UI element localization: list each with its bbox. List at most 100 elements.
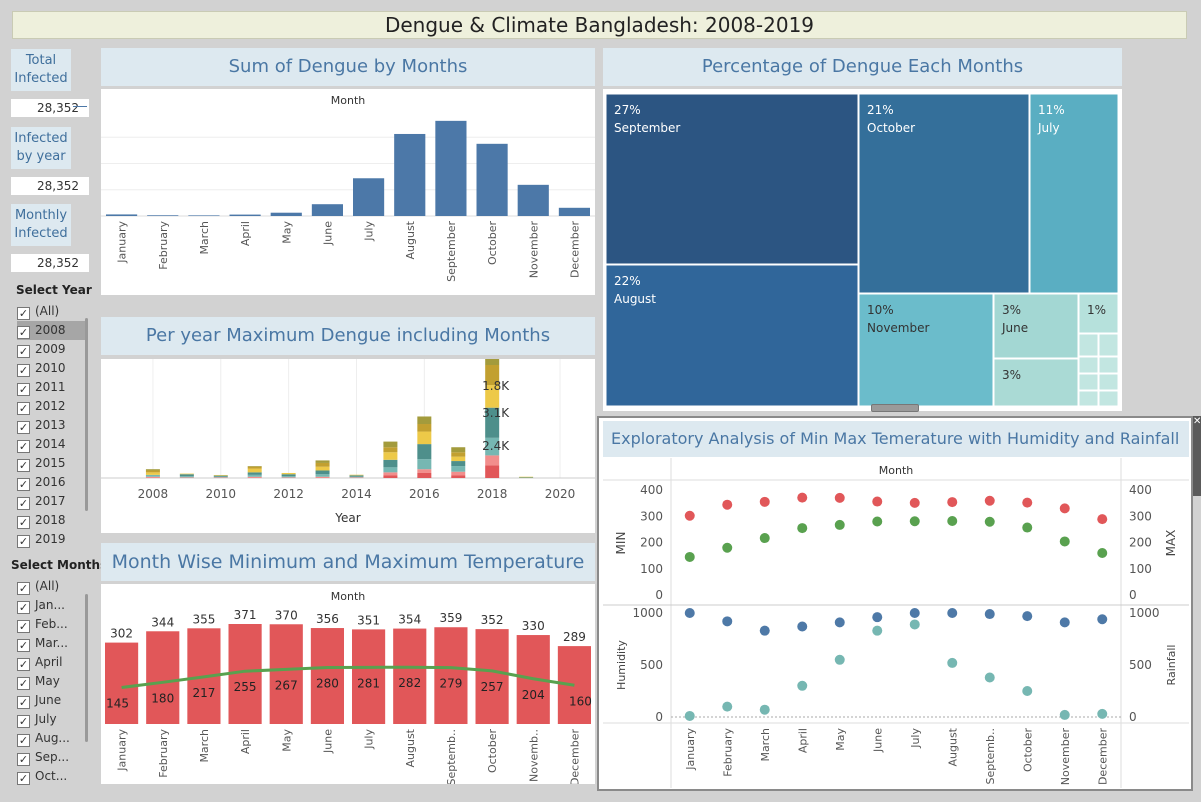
per-year-title: Per year Maximum Dengue including Months (101, 317, 595, 355)
month-header: Month (331, 94, 366, 107)
treemap-cell (605, 93, 859, 265)
checkbox-icon[interactable]: ✓ (17, 658, 30, 671)
exploratory-panel: Exploratory Analysis of Min Max Temeratu… (597, 416, 1193, 791)
month-option-label: April (35, 655, 63, 669)
year-tick-label: 2010 (206, 487, 237, 501)
point-rainfall (797, 680, 808, 691)
bar-november (517, 184, 549, 216)
checkbox-icon[interactable]: ✓ (17, 677, 30, 690)
checkbox-icon[interactable]: ✓ (17, 582, 30, 595)
checkbox-icon[interactable]: ✓ (17, 497, 30, 510)
resize-handle[interactable] (871, 404, 919, 412)
checkbox-icon[interactable]: ✓ (17, 383, 30, 396)
checkbox-icon[interactable]: ✓ (17, 402, 30, 415)
year-option-11[interactable]: ✓ 2018 (17, 511, 85, 530)
year-option-2[interactable]: ✓ 2009 (17, 340, 85, 359)
year-option-5[interactable]: ✓ 2012 (17, 397, 85, 416)
stack-seg-2009 (179, 473, 194, 475)
month-option-9[interactable]: ✓ Sep... (17, 748, 85, 767)
month-option-1[interactable]: ✓ Jan... (17, 596, 85, 615)
month-tick-label: August (946, 727, 959, 766)
stack-seg-2013 (315, 470, 330, 475)
min-temp-label: 160 (569, 694, 592, 708)
checkbox-icon[interactable]: ✓ (17, 601, 30, 614)
checkbox-icon[interactable]: ✓ (17, 696, 30, 709)
checkbox-icon[interactable]: ✓ (17, 753, 30, 766)
max-temp-label: 359 (439, 611, 462, 625)
checkbox-icon[interactable]: ✓ (17, 535, 30, 548)
checkbox-icon[interactable]: ✓ (17, 639, 30, 652)
year-option-8[interactable]: ✓ 2015 (17, 454, 85, 473)
checkbox-icon[interactable]: ✓ (17, 440, 30, 453)
min-temp-line (121, 665, 575, 689)
bar-august (394, 133, 426, 216)
treemap-cell (1078, 293, 1119, 334)
tick-right: 100 (1129, 562, 1152, 576)
checkbox-icon[interactable]: ✓ (17, 516, 30, 529)
point-humidity (947, 608, 958, 618)
year-option-label: 2009 (35, 342, 66, 356)
close-icon[interactable]: ✕ (1193, 416, 1201, 427)
checkbox-icon[interactable]: ✓ (17, 421, 30, 434)
year-option-1[interactable]: ✓ 2008 (17, 321, 85, 340)
month-option-7[interactable]: ✓ July (17, 710, 85, 729)
month-tick-label: May (834, 728, 847, 751)
stack-seg-2018 (485, 465, 500, 478)
stack-seg-2010 (213, 477, 228, 478)
month-tick-label: April (239, 729, 252, 754)
checkbox-icon[interactable]: ✓ (17, 734, 30, 747)
month-tick-label: November (1059, 728, 1072, 786)
month-option-6[interactable]: ✓ June (17, 691, 85, 710)
treemap-small-cell (1078, 356, 1099, 374)
year-option-label: 2019 (35, 532, 66, 546)
month-option-2[interactable]: ✓ Feb... (17, 615, 85, 634)
stack-seg-2011 (247, 472, 262, 475)
month-option-4[interactable]: ✓ April (17, 653, 85, 672)
checkbox-icon[interactable]: ✓ (17, 715, 30, 728)
month-option-3[interactable]: ✓ Mar... (17, 634, 85, 653)
tick-right: 0 (1129, 588, 1137, 602)
tick-left: 1000 (632, 606, 663, 620)
checkbox-icon[interactable]: ✓ (17, 459, 30, 472)
stack-seg-2012 (281, 472, 296, 475)
checkbox-icon[interactable]: ✓ (17, 345, 30, 358)
year-option-3[interactable]: ✓ 2010 (17, 359, 85, 378)
treemap-cell (993, 293, 1079, 359)
month-option-0[interactable]: ✓ (All) (17, 577, 85, 596)
point-min (684, 551, 695, 562)
year-option-7[interactable]: ✓ 2014 (17, 435, 85, 454)
year-option-12[interactable]: ✓ 2019 (17, 530, 85, 549)
treemap-small-cell (1098, 333, 1119, 357)
per-year-chart: 2008 2010 2012 2014 2016 2018 2020 1.8K 3.1K 2.4K… (101, 352, 595, 525)
checkbox-icon[interactable]: ✓ (17, 326, 30, 339)
treemap-pct: 21% (867, 103, 894, 117)
year-filter-scrollbar[interactable] (85, 318, 88, 511)
month-option-label: Sep... (35, 750, 70, 764)
max-temp-label: 344 (151, 615, 174, 629)
point-rainfall (872, 625, 883, 636)
checkbox-icon[interactable]: ✓ (17, 307, 30, 320)
checkbox-icon[interactable]: ✓ (17, 772, 30, 785)
month-option-10[interactable]: ✓ Oct... (17, 767, 85, 786)
year-option-label: 2014 (35, 437, 66, 451)
stack-seg-2013 (315, 460, 330, 463)
year-option-9[interactable]: ✓ 2016 (17, 473, 85, 492)
max-temp-bar (475, 629, 509, 724)
point-max (1022, 497, 1033, 508)
year-option-10[interactable]: ✓ 2017 (17, 492, 85, 511)
tick-left: 100 (640, 562, 663, 576)
month-filter-scrollbar[interactable] (85, 594, 88, 742)
year-option-4[interactable]: ✓ 2011 (17, 378, 85, 397)
checkbox-icon[interactable]: ✓ (17, 364, 30, 377)
tick-right: 1000 (1129, 606, 1160, 620)
year-option-0[interactable]: ✓ (All) (17, 302, 85, 321)
panel-toolbar[interactable]: ✕ (1193, 416, 1201, 496)
checkbox-icon[interactable]: ✓ (17, 478, 30, 491)
year-option-6[interactable]: ✓ 2013 (17, 416, 85, 435)
year-option-label: (All) (35, 304, 60, 318)
checkbox-icon[interactable]: ✓ (17, 620, 30, 633)
month-option-5[interactable]: ✓ May (17, 672, 85, 691)
month-option-8[interactable]: ✓ Aug... (17, 729, 85, 748)
month-tick-label: December (1096, 728, 1109, 786)
treemap-small-cell (1098, 373, 1119, 391)
